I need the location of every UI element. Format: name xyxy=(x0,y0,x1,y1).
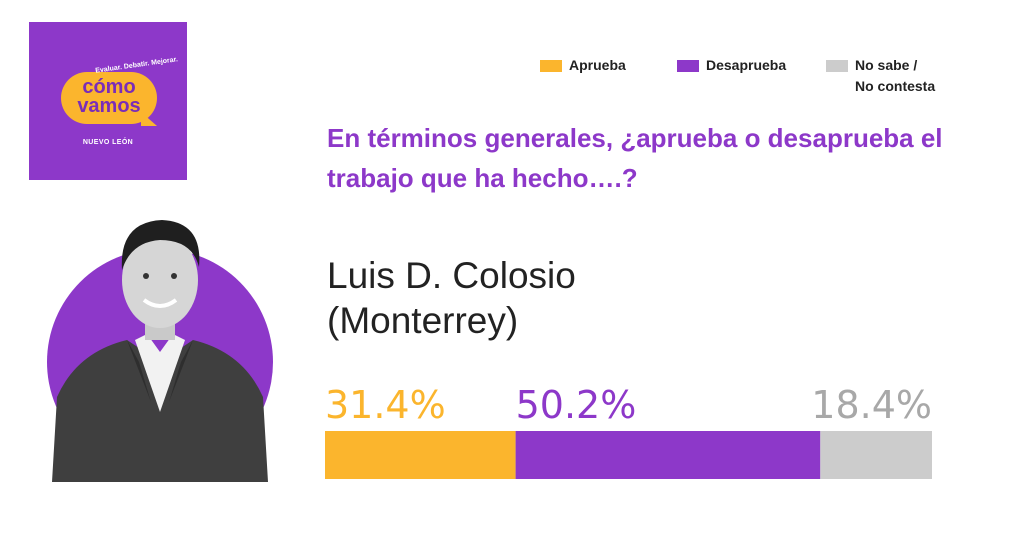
approval-stacked-bar-chart: 31.4% 50.2% 18.4% xyxy=(325,383,932,479)
portrait-photo xyxy=(47,220,273,482)
logo-bubble-tail xyxy=(141,112,157,126)
survey-question: En términos generales, ¿aprueba o desapr… xyxy=(327,123,943,193)
person-silhouette-icon xyxy=(52,220,268,482)
logo-city: NUEVO LEÓN xyxy=(82,139,134,146)
legend-label-desaprueba: Desaprueba xyxy=(706,57,787,73)
legend-swatch-no-sabe xyxy=(826,60,848,72)
data-label-aprueba: 31.4% xyxy=(325,383,446,427)
person-block: Luis D. Colosio (Monterrey) xyxy=(327,253,727,343)
data-label-desaprueba: 50.2% xyxy=(516,383,637,427)
bar-segment-aprueba xyxy=(325,431,516,479)
logo-word-como: cómo xyxy=(82,76,136,98)
person-place: (Monterrey) xyxy=(327,300,519,341)
bar-segment-no-sabe xyxy=(820,431,932,479)
legend-label-no-sabe-2: No contesta xyxy=(855,78,936,94)
logo-word-vamos: vamos xyxy=(77,95,141,117)
como-vamos-logo: cómo vamos Evaluar. Debatir. Mejorar. NU… xyxy=(29,22,187,180)
person-name: Luis D. Colosio xyxy=(327,255,576,296)
data-label-no-sabe: 18.4% xyxy=(811,383,932,427)
legend-swatch-aprueba xyxy=(540,60,562,72)
bar-segment-desaprueba xyxy=(515,431,821,479)
legend-swatch-desaprueba xyxy=(677,60,699,72)
legend-label-aprueba: Aprueba xyxy=(569,57,626,73)
legend-label-no-sabe-1: No sabe / xyxy=(855,57,918,73)
